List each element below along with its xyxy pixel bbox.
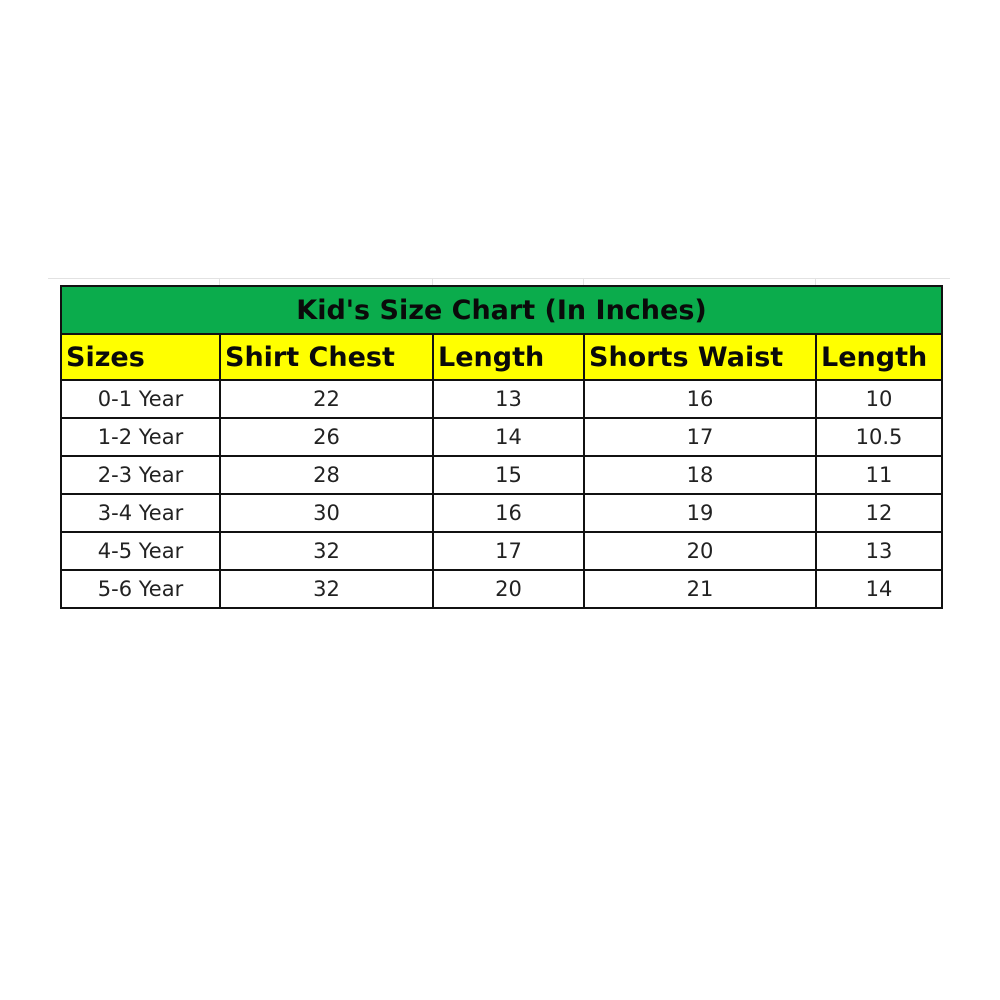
cell-shirt-chest: 32 xyxy=(219,569,434,609)
cell-shorts-length: 12 xyxy=(814,493,944,533)
table-row: 3-4 Year 30 16 19 12 xyxy=(60,493,944,533)
cell-shirt-length: 15 xyxy=(432,455,585,495)
cell-shirt-length: 13 xyxy=(432,379,585,419)
cell-size: 0-1 Year xyxy=(60,379,221,419)
header-shirt-length: Length xyxy=(432,333,585,381)
table-title: Kid's Size Chart (In Inches) xyxy=(59,285,944,335)
cell-shorts-length: 10.5 xyxy=(814,417,944,457)
cell-shorts-length: 10 xyxy=(814,379,944,419)
cell-shirt-length: 16 xyxy=(432,493,585,533)
cell-shorts-waist: 21 xyxy=(583,569,817,609)
cell-size: 3-4 Year xyxy=(60,493,221,533)
cell-shirt-chest: 30 xyxy=(219,493,434,533)
cell-shirt-length: 20 xyxy=(432,569,585,609)
cell-size: 1-2 Year xyxy=(60,417,221,457)
cell-shorts-waist: 17 xyxy=(583,417,817,457)
header-sizes: Sizes xyxy=(60,333,221,381)
header-shorts-waist: Shorts Waist xyxy=(583,333,817,381)
cell-shirt-length: 17 xyxy=(432,531,585,571)
header-shirt-chest: Shirt Chest xyxy=(219,333,434,381)
header-shorts-length: Length xyxy=(814,333,944,381)
table-row: 1-2 Year 26 14 17 10.5 xyxy=(60,417,944,457)
cell-shorts-waist: 18 xyxy=(583,455,817,495)
cell-shirt-chest: 28 xyxy=(219,455,434,495)
cell-shorts-length: 11 xyxy=(814,455,944,495)
size-chart-table: Kid's Size Chart (In Inches) Sizes Shirt… xyxy=(59,285,944,609)
cell-size: 2-3 Year xyxy=(60,455,221,495)
cell-size: 4-5 Year xyxy=(60,531,221,571)
spreadsheet-gridlines xyxy=(48,278,950,623)
cell-shorts-waist: 19 xyxy=(583,493,817,533)
table-row: 2-3 Year 28 15 18 11 xyxy=(60,455,944,495)
table-row: 4-5 Year 32 17 20 13 xyxy=(60,531,944,571)
table-row: 0-1 Year 22 13 16 10 xyxy=(60,379,944,419)
cell-shirt-chest: 32 xyxy=(219,531,434,571)
cell-shorts-waist: 20 xyxy=(583,531,817,571)
cell-shirt-length: 14 xyxy=(432,417,585,457)
cell-shirt-chest: 26 xyxy=(219,417,434,457)
table-row: 5-6 Year 32 20 21 14 xyxy=(60,569,944,609)
cell-shorts-length: 13 xyxy=(814,531,944,571)
cell-shorts-length: 14 xyxy=(814,569,944,609)
cell-size: 5-6 Year xyxy=(60,569,221,609)
cell-shirt-chest: 22 xyxy=(219,379,434,419)
header-row: Sizes Shirt Chest Length Shorts Waist Le… xyxy=(60,333,944,381)
cell-shorts-waist: 16 xyxy=(583,379,817,419)
